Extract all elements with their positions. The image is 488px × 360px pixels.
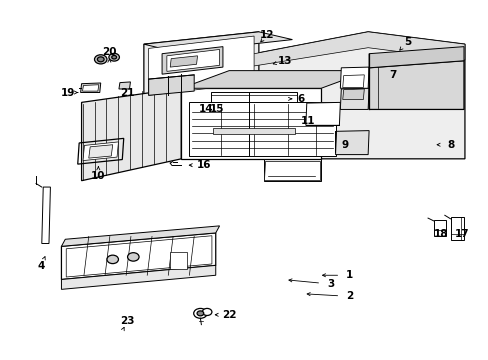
Text: 7: 7: [388, 70, 396, 80]
Polygon shape: [66, 236, 211, 277]
Text: 4: 4: [37, 261, 44, 271]
Text: 16: 16: [196, 160, 211, 170]
Circle shape: [112, 55, 116, 59]
Polygon shape: [263, 159, 321, 181]
Polygon shape: [143, 32, 292, 52]
Polygon shape: [342, 75, 364, 87]
Polygon shape: [305, 102, 340, 125]
Polygon shape: [335, 131, 368, 154]
Text: 10: 10: [91, 171, 105, 181]
Polygon shape: [342, 89, 364, 100]
Text: 21: 21: [120, 87, 134, 98]
Circle shape: [97, 57, 104, 62]
Polygon shape: [89, 145, 112, 158]
Polygon shape: [61, 233, 215, 279]
Polygon shape: [368, 61, 463, 109]
Circle shape: [109, 53, 119, 61]
Polygon shape: [143, 32, 258, 98]
Text: 15: 15: [209, 104, 224, 114]
Polygon shape: [184, 32, 464, 76]
Text: 20: 20: [102, 47, 116, 57]
Polygon shape: [148, 75, 194, 95]
Text: 2: 2: [346, 292, 353, 301]
Circle shape: [202, 309, 211, 315]
Text: 12: 12: [259, 30, 274, 40]
Polygon shape: [83, 142, 118, 161]
Bar: [213, 128, 294, 134]
Polygon shape: [340, 88, 368, 109]
Polygon shape: [148, 36, 254, 95]
Polygon shape: [166, 49, 219, 71]
Polygon shape: [433, 220, 445, 237]
Text: 3: 3: [326, 279, 334, 289]
Circle shape: [127, 253, 139, 261]
Polygon shape: [81, 83, 101, 93]
Circle shape: [94, 55, 107, 64]
Text: 11: 11: [300, 116, 314, 126]
Polygon shape: [61, 265, 215, 289]
Circle shape: [197, 311, 203, 316]
Polygon shape: [41, 187, 50, 243]
Text: 17: 17: [454, 229, 469, 239]
Polygon shape: [119, 82, 130, 89]
Text: 6: 6: [297, 94, 304, 104]
Text: 18: 18: [433, 229, 447, 239]
Polygon shape: [189, 102, 335, 156]
Polygon shape: [340, 67, 368, 88]
Polygon shape: [184, 32, 464, 159]
Polygon shape: [181, 71, 368, 88]
Bar: [170, 252, 186, 269]
Polygon shape: [210, 92, 297, 155]
Text: 1: 1: [346, 270, 353, 280]
Polygon shape: [170, 56, 197, 67]
Polygon shape: [162, 47, 223, 74]
Circle shape: [107, 255, 118, 264]
Polygon shape: [181, 88, 321, 159]
Text: 14: 14: [199, 104, 213, 114]
Circle shape: [193, 309, 207, 318]
Polygon shape: [61, 226, 219, 246]
Text: 19: 19: [61, 87, 75, 98]
Text: 22: 22: [222, 310, 236, 320]
Text: 5: 5: [403, 37, 410, 47]
Polygon shape: [263, 161, 320, 180]
Text: 8: 8: [446, 140, 453, 150]
Text: 9: 9: [341, 140, 348, 150]
Polygon shape: [368, 47, 463, 68]
Text: 23: 23: [120, 316, 134, 326]
Polygon shape: [81, 88, 181, 181]
Polygon shape: [82, 85, 99, 91]
Polygon shape: [449, 217, 463, 240]
Text: 13: 13: [277, 56, 292, 66]
